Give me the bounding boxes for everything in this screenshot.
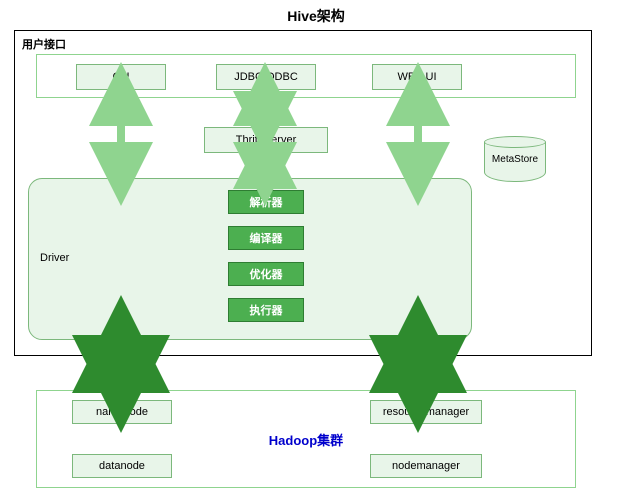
- metastore-cylinder: MetaStore: [484, 136, 546, 182]
- web-ui-node: WEB UI: [372, 64, 462, 90]
- optimizer-node: 优化器: [228, 262, 304, 286]
- hadoop-title: Hadoop集群: [36, 430, 576, 449]
- cli-node: CLI: [76, 64, 166, 90]
- driver-label: Driver: [40, 252, 69, 264]
- namenode-node: namenode: [72, 400, 172, 424]
- jdbc-odbc-node: JDBC/ODBC: [216, 64, 316, 90]
- user-interface-label: 用户接口: [20, 36, 68, 52]
- thrift-server-node: Thrift Server: [204, 127, 328, 153]
- compiler-node: 编译器: [228, 226, 304, 250]
- parser-node: 解析器: [228, 190, 304, 214]
- datanode-node: datanode: [72, 454, 172, 478]
- nodemanager-node: nodemanager: [370, 454, 482, 478]
- resourcemanager-node: resourcemanager: [370, 400, 482, 424]
- metastore-label: MetaStore: [484, 154, 546, 165]
- executor-node: 执行器: [228, 298, 304, 322]
- diagram-title: Hive架构: [0, 6, 632, 26]
